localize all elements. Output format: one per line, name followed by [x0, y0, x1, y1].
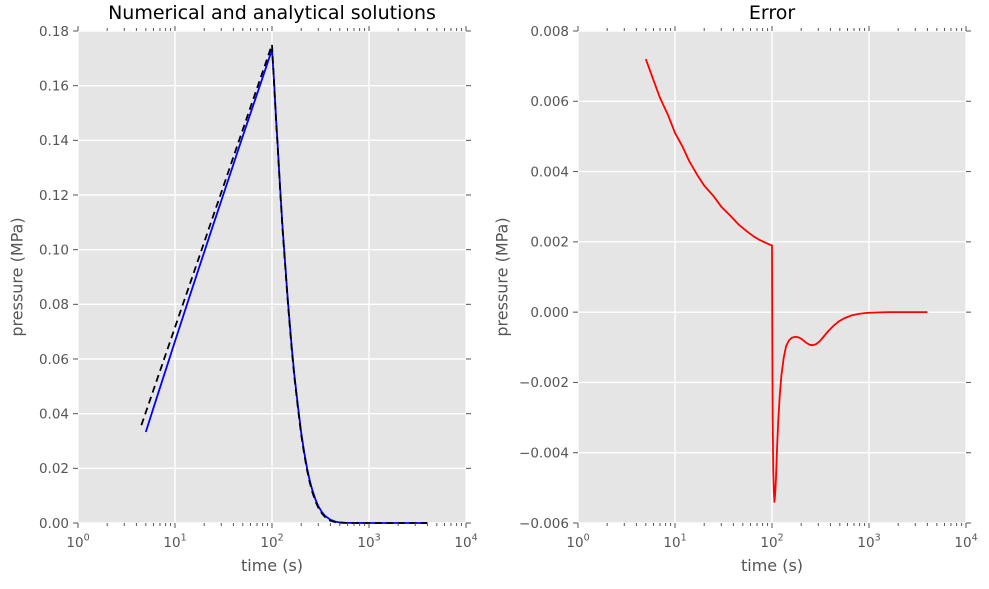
right-x-tick-label: 100 [566, 533, 589, 552]
left-y-tick-label: 0.02 [39, 461, 69, 477]
left-plot-xlabel: time (s) [240, 556, 304, 575]
left-plot-ylabel: pressure (MPa) [7, 217, 27, 337]
right-x-tick-label: 104 [954, 533, 977, 552]
right-x-tick-label: 103 [857, 533, 880, 552]
left-y-tick-label: 0.04 [39, 406, 69, 422]
left-plot-area: 0.00 0.02 0.04 0.06 0.08 0.10 0.12 0.14 0.16 0.18… [39, 24, 478, 551]
left-x-tick-label: 102 [260, 533, 283, 552]
right-tick-marks [573, 26, 971, 528]
right-y-tick-label: 0.004 [530, 164, 569, 180]
left-y-tick-label: 0.06 [39, 352, 69, 368]
right-y-tick-label: −0.004 [519, 446, 569, 462]
right-y-tick-label: 0.006 [530, 94, 569, 110]
left-y-tick-label: 0.00 [39, 516, 69, 532]
left-x-tick-label: 100 [66, 533, 89, 552]
right-plot-ylabel: pressure (MPa) [492, 217, 512, 337]
left-series-numerical-solution [144, 48, 428, 524]
right-y-tick-label: −0.006 [519, 516, 569, 532]
right-x-tick-label: 102 [760, 533, 783, 552]
left-x-tick-label: 104 [454, 533, 477, 552]
left-y-tick-label: 0.16 [39, 78, 69, 94]
left-x-tick-label: 101 [163, 533, 186, 552]
right-plot-area: −0.006 −0.004 −0.002 0.000 0.002 0.004 0.006 0.… [519, 24, 978, 551]
left-y-tick-label: 0.08 [39, 297, 69, 313]
left-y-tick-label: 0.12 [39, 188, 69, 204]
right-plot-title: Error [748, 2, 796, 24]
left-tick-marks [73, 26, 471, 528]
right-y-tick-label: 0.008 [530, 24, 569, 40]
right-y-tick-label: −0.002 [519, 375, 569, 391]
left-plot-title: Numerical and analytical solutions [108, 2, 436, 24]
left-y-tick-label: 0.18 [39, 24, 69, 40]
right-plot-xlabel: time (s) [740, 556, 804, 575]
right-y-tick-label: 0.000 [530, 305, 569, 321]
right-y-tick-label: 0.002 [530, 235, 569, 251]
right-gridlines [577, 30, 967, 524]
left-x-tick-label: 103 [357, 533, 380, 552]
right-x-tick-label: 101 [663, 533, 686, 552]
left-y-tick-label: 0.10 [39, 242, 69, 258]
left-y-tick-label: 0.14 [39, 133, 69, 149]
right-series-error [644, 58, 928, 503]
